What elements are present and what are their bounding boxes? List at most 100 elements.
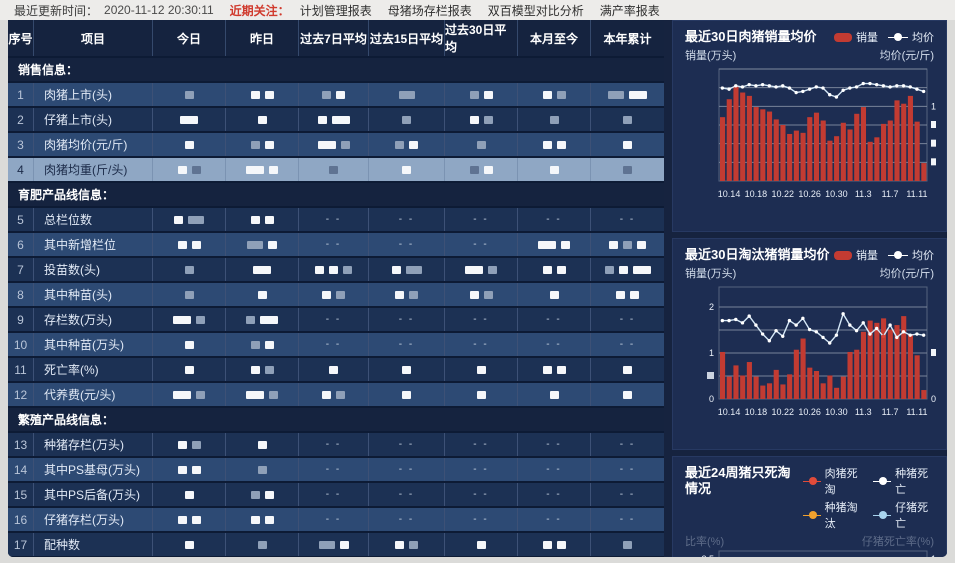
legend-item-仔猪死亡[interactable]: 仔猪死亡 — [873, 499, 934, 531]
redacted-block — [177, 515, 187, 524]
row-item-label: 肉猪均重(斤/头) — [34, 158, 153, 181]
redacted-block — [177, 440, 187, 449]
legend-label: 销量 — [856, 32, 878, 44]
topbar: 最近更新时间： 2020-11-12 20:30:11 近期关注： 计划管理报表… — [0, 0, 955, 20]
table-row-8[interactable]: 8 其中种苗(头) — [8, 281, 664, 306]
redacted-cell: - - — [445, 433, 518, 456]
redacted-cell — [226, 508, 299, 531]
redacted-block — [623, 140, 632, 149]
redacted-cell — [299, 533, 369, 556]
legend-item-种猪死亡[interactable]: 种猪死亡 — [873, 465, 934, 497]
table-row-4[interactable]: 4 肉猪均重(斤/头) — [8, 156, 664, 181]
redacted-block — [177, 165, 187, 174]
chart-plot-3: 2.521.51086 — [701, 550, 936, 557]
line-swatch-icon — [802, 477, 821, 486]
topbar-link-4[interactable]: 满产率报表 — [599, 3, 660, 18]
redacted-block — [336, 390, 345, 399]
redacted-block — [331, 115, 350, 124]
redacted-cell: - - — [299, 208, 369, 231]
topbar-link-2[interactable]: 母猪场存栏报表 — [387, 3, 472, 18]
table-row-6[interactable]: 6 其中新增栏位 - - - - - - — [8, 231, 664, 256]
redacted-block — [549, 390, 559, 399]
table-row-2[interactable]: 2 仔猪上市(头) — [8, 106, 664, 131]
chart-header-1: 最近30日肉猪销量均价 销量 均价 — [685, 29, 934, 45]
redacted-block — [542, 265, 552, 274]
redacted-cell — [591, 108, 664, 131]
redacted-cell — [299, 258, 369, 281]
legend-item-肉猪死淘[interactable]: 肉猪死淘 — [802, 465, 864, 497]
svg-text:10.18: 10.18 — [745, 407, 768, 417]
redacted-block — [336, 290, 345, 299]
redacted-block — [549, 115, 559, 124]
legend-item-销量[interactable]: 销量 — [834, 29, 878, 45]
redacted-cell — [445, 133, 518, 156]
row-number: 1 — [8, 83, 34, 106]
table-row-11[interactable]: 11 死亡率(%) — [8, 356, 664, 381]
table-row-7[interactable]: 7 投苗数(头) — [8, 256, 664, 281]
redacted-block — [264, 140, 274, 149]
redacted-block — [264, 515, 274, 524]
section-title: 育肥产品线信息： — [18, 188, 115, 202]
legend-item-种猪淘汰[interactable]: 种猪淘汰 — [802, 499, 864, 531]
redacted-block — [629, 90, 647, 99]
table-row-16[interactable]: 16 仔猪存栏(万头) - - - - - - - - - - — [8, 506, 664, 531]
redacted-dashes: - - — [325, 239, 342, 250]
redacted-block — [250, 215, 260, 224]
redacted-block — [269, 165, 278, 174]
table-row-17[interactable]: 17 配种数 — [8, 531, 664, 556]
redacted-cell — [226, 483, 299, 506]
table-row-18[interactable]: 18分娩窝数 — [8, 556, 664, 557]
legend-item-均价[interactable]: 均价 — [888, 29, 934, 45]
redacted-block — [250, 90, 260, 99]
redacted-block — [269, 390, 278, 399]
bar-swatch-icon — [834, 250, 852, 260]
table-row-13[interactable]: 13 种猪存栏(万头) - - - - - - - - - - — [8, 431, 664, 456]
svg-text:10.26: 10.26 — [798, 407, 821, 417]
redacted-cell — [369, 358, 445, 381]
table-row-14[interactable]: 14 其中PS基母(万头) - - - - - - - - - - — [8, 456, 664, 481]
table-row-12[interactable]: 12 代养费(元/头) — [8, 381, 664, 406]
redacted-block — [257, 540, 267, 549]
legend-item-销量[interactable]: 销量 — [834, 247, 878, 263]
table-row-5[interactable]: 5 总栏位数 - - - - - - - - - - — [8, 206, 664, 231]
table-row-9[interactable]: 9 存栏数(万头) - - - - - - - - - - — [8, 306, 664, 331]
redacted-block — [609, 240, 618, 249]
table-row-15[interactable]: 15 其中PS后备(万头) - - - - - - - - - - — [8, 481, 664, 506]
redacted-block — [469, 290, 479, 299]
legend-item-均价[interactable]: 均价 — [888, 247, 934, 263]
redacted-block — [257, 465, 267, 474]
redacted-cell — [299, 83, 369, 106]
row-item-label: 肉猪上市(头) — [34, 83, 153, 106]
redacted-cell — [153, 208, 226, 231]
redacted-cell — [153, 108, 226, 131]
svg-text:10.22: 10.22 — [771, 189, 794, 199]
row-number: 5 — [8, 208, 34, 231]
redacted-dashes: - - — [619, 314, 636, 325]
row-number: 10 — [8, 333, 34, 356]
redacted-cell — [226, 133, 299, 156]
redacted-block — [253, 265, 271, 274]
redacted-block — [184, 490, 194, 499]
table-row-10[interactable]: 10 其中种苗(万头) - - - - - - - - - - — [8, 331, 664, 356]
redacted-cell — [153, 458, 226, 481]
svg-text:1: 1 — [709, 348, 714, 358]
redacted-cell: - - — [591, 208, 664, 231]
redacted-block — [250, 140, 260, 149]
redacted-dashes: - - — [398, 514, 415, 525]
redacted-dashes: - - — [398, 314, 415, 325]
redacted-dashes: - - — [325, 439, 342, 450]
topbar-link-1[interactable]: 计划管理报表 — [299, 3, 372, 18]
svg-text:0: 0 — [709, 394, 714, 404]
redacted-block — [402, 365, 411, 374]
redacted-block — [329, 265, 338, 274]
topbar-link-3[interactable]: 双百模型对比分析 — [487, 3, 584, 18]
redacted-cell — [445, 383, 518, 406]
row-number: 14 — [8, 458, 34, 481]
redacted-cell — [445, 158, 518, 181]
redacted-cell: - - — [518, 333, 591, 356]
legend-label: 销量 — [856, 250, 878, 262]
table-row-1[interactable]: 1 肉猪上市(头) — [8, 81, 664, 106]
svg-text:10.30: 10.30 — [825, 189, 848, 199]
table-row-3[interactable]: 3 肉猪均价(元/斤) — [8, 131, 664, 156]
redacted-cell: - - — [445, 308, 518, 331]
